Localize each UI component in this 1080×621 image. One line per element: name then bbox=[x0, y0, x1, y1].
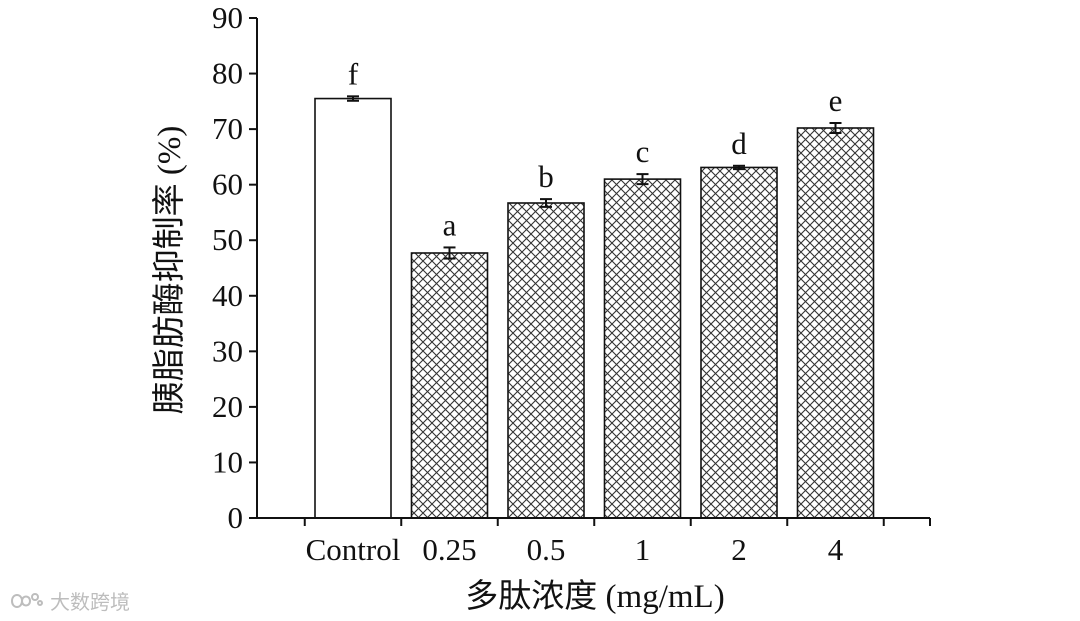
y-axis-title: 胰脂肪酶抑制率 (%) bbox=[151, 126, 188, 415]
x-tick-label-0: Control bbox=[306, 532, 401, 567]
significance-label-1: a bbox=[443, 207, 457, 242]
bar-2 bbox=[507, 202, 585, 519]
significance-label-4: d bbox=[731, 126, 747, 161]
x-tick-label-4: 2 bbox=[731, 532, 747, 567]
y-tick-label-6: 60 bbox=[212, 167, 243, 202]
bar-4 bbox=[700, 166, 778, 519]
y-tick-label-8: 80 bbox=[212, 56, 243, 91]
significance-label-0: f bbox=[348, 56, 359, 91]
x-tick-label-3: 1 bbox=[635, 532, 651, 567]
bar-1 bbox=[410, 252, 489, 519]
x-tick-label-5: 4 bbox=[828, 532, 844, 567]
y-tick-label-4: 40 bbox=[212, 278, 243, 313]
significance-label-3: c bbox=[636, 134, 650, 169]
x-tick-label-1: 0.25 bbox=[422, 532, 476, 567]
bar-0 bbox=[314, 97, 392, 519]
watermark: 大数跨境 bbox=[8, 586, 130, 615]
y-tick-label-2: 20 bbox=[212, 389, 243, 424]
y-tick-label-9: 90 bbox=[212, 0, 243, 35]
bar-3 bbox=[603, 178, 682, 519]
watermark-logo-icon bbox=[10, 592, 43, 608]
y-tick-label-7: 70 bbox=[212, 111, 243, 146]
significance-label-2: b bbox=[538, 159, 554, 194]
y-tick-label-0: 0 bbox=[228, 500, 244, 535]
watermark-text: 大数跨境 bbox=[50, 590, 130, 614]
x-axis-title: 多肽浓度 (mg/mL) bbox=[465, 578, 724, 615]
bars-layer: f a b c d e bbox=[314, 56, 875, 519]
significance-label-5: e bbox=[829, 83, 843, 118]
y-tick-label-1: 10 bbox=[212, 444, 243, 479]
bar-5 bbox=[796, 127, 875, 519]
x-tick-label-2: 0.5 bbox=[527, 532, 566, 567]
y-tick-label-5: 50 bbox=[212, 222, 243, 257]
y-tick-label-3: 30 bbox=[212, 333, 243, 368]
